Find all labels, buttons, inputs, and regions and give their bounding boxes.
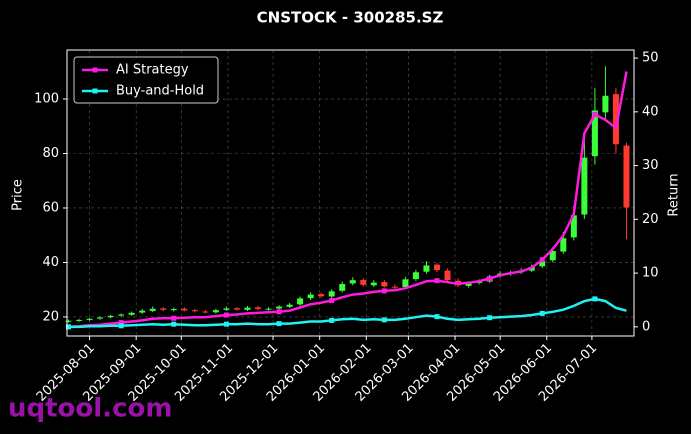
line-marker [381,317,387,323]
legend-marker [92,88,98,94]
y-tick-label: 60 [42,200,59,215]
candle-body [591,110,598,157]
candle-body [612,94,619,145]
line-marker [223,312,229,318]
line-marker [434,314,440,320]
candle-body [570,215,577,238]
candle-body [223,308,230,310]
candle-body [423,265,430,272]
candle-body [139,310,146,313]
candle-body [170,309,177,311]
candle-body [349,280,356,284]
candle-body [276,306,283,309]
y2-tick-label: 40 [642,104,659,119]
line-marker [171,315,177,321]
legend-label: AI Strategy [116,63,189,78]
candle-body [76,319,83,321]
candle-body [65,320,72,322]
line-marker [592,112,598,118]
y2-tick-label: 0 [642,319,650,334]
candle-body [465,283,472,286]
line-marker [329,317,335,323]
line-marker [171,321,177,327]
y-tick-label: 100 [34,92,59,107]
line-marker [276,321,282,327]
legend-box [73,56,219,104]
line-marker [487,275,493,281]
line-marker [118,323,124,329]
candle-body [328,291,335,297]
line-marker [539,257,545,263]
candle-body [128,312,135,315]
y2-tick-label: 30 [642,158,659,173]
candle-body [444,270,451,281]
candle-body [160,308,167,310]
candle-body [233,308,240,310]
candle-body [539,260,546,267]
y2-axis-label: Return [667,173,682,216]
candle-body [286,304,293,307]
line-series [68,71,628,329]
y-axis-label: Price [11,179,26,211]
candle-body [339,283,346,291]
candle-body [255,307,262,310]
candle-body [412,272,419,280]
candle-body [97,317,104,319]
candle-body [402,279,409,287]
y2-tick-label: 50 [642,51,659,66]
plot-frame [66,49,635,337]
candle-body [318,294,325,297]
watermark: uqtool.com [8,394,172,424]
candle-body [191,310,198,312]
candle-body [265,308,272,310]
line-marker [276,309,282,315]
line-marker [329,298,335,304]
candle-body [433,264,440,271]
candle-body [307,294,314,299]
line-marker [223,321,229,327]
candle-body [149,308,156,311]
y-tick-label: 20 [42,309,59,324]
line-marker [381,288,387,294]
line-marker [592,296,598,302]
candle-body [391,286,398,288]
candle-body [623,145,630,208]
candle-body [297,298,304,305]
candle-body [581,157,588,215]
candle-body [370,282,377,286]
candle-body [86,318,93,320]
candle-body [560,238,567,252]
line-marker [66,324,72,330]
line-marker [487,315,493,321]
chart-title: CNSTOCK - 300285.SZ [257,9,444,27]
legend-label: Buy-and-Hold [116,84,204,99]
line-series [68,297,627,329]
line-marker [434,278,440,284]
candle-body [181,308,188,311]
candle-body [381,282,388,287]
candle-body [244,307,251,310]
candle-body [549,251,556,261]
candle-body [602,95,609,113]
line-marker [118,320,124,326]
line-marker [539,310,545,316]
candle-body [202,311,209,313]
y2-tick-label: 10 [642,266,659,281]
y-tick-label: 80 [42,146,59,161]
legend-marker [92,67,98,73]
candle-body [212,310,219,313]
y-tick-label: 40 [42,255,59,270]
y2-tick-label: 20 [642,212,659,227]
candle-body [360,279,367,285]
candle-body [107,315,114,318]
candle-body [118,314,125,316]
